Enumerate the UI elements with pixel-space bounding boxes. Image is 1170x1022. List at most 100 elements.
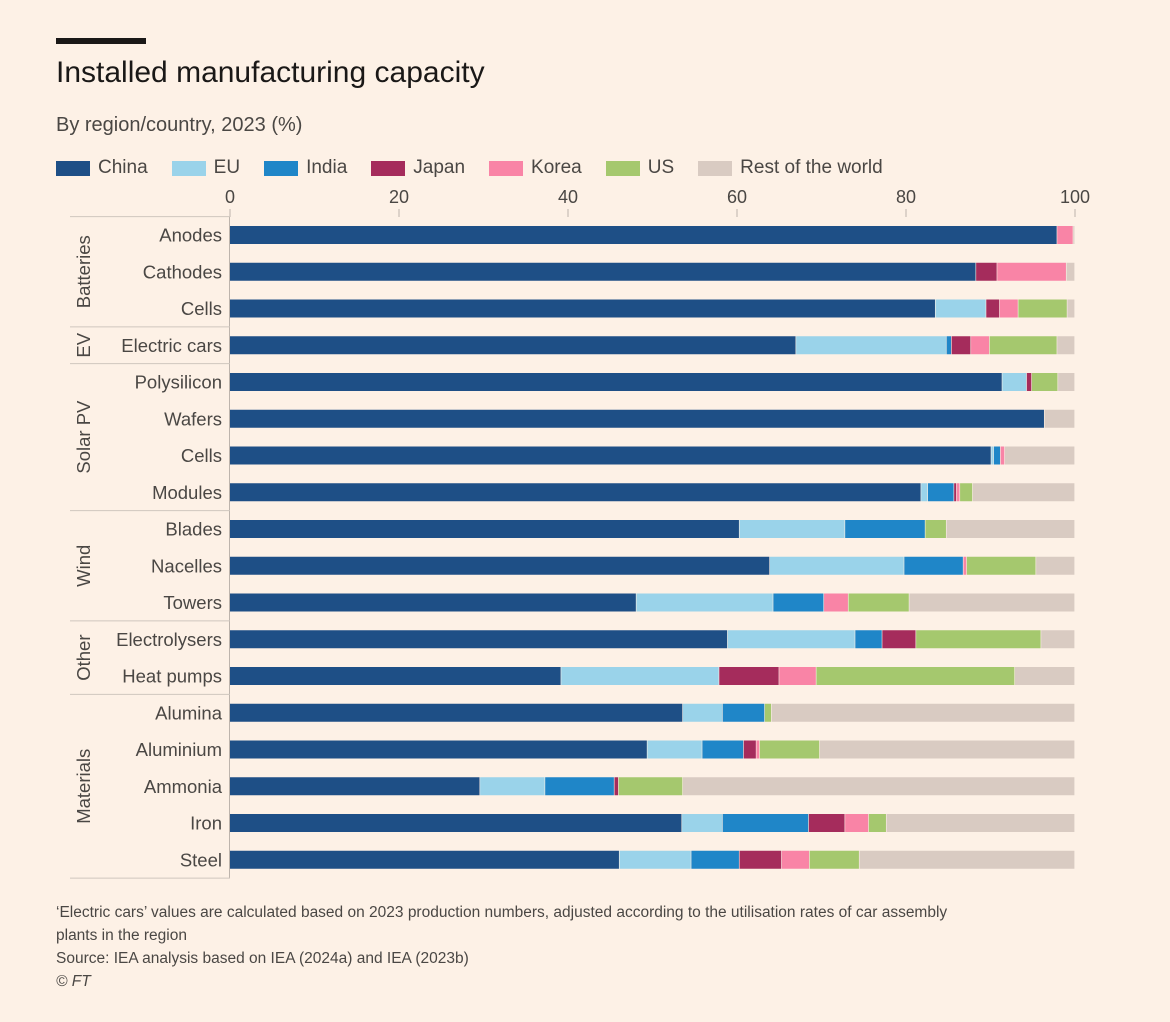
bar-segment-india-electrolysers-11 bbox=[855, 630, 882, 649]
category-label-anodes-0: Anodes bbox=[159, 225, 222, 246]
bar-segment-rest-of-the-world-iron-16 bbox=[886, 814, 1075, 832]
bar-segment-eu-aluminium-14 bbox=[647, 740, 702, 759]
bar-segment-india-blades-8 bbox=[845, 520, 925, 538]
bar-segment-eu-modules-7 bbox=[921, 483, 928, 502]
legend-label-korea: Korea bbox=[531, 157, 582, 178]
bar-segment-eu-cells-6 bbox=[991, 446, 994, 465]
x-tick-label-0: 0 bbox=[225, 187, 235, 207]
bar-segment-china-heat-pumps-12 bbox=[230, 667, 561, 685]
bar-segment-india-nacelles-9 bbox=[904, 556, 963, 575]
bar-segment-japan-ammonia-15 bbox=[614, 777, 619, 796]
bar-segment-rest-of-the-world-modules-7 bbox=[972, 483, 1075, 502]
bar-segment-eu-steel-17 bbox=[619, 850, 691, 869]
bar-segment-rest-of-the-world-alumina-13 bbox=[771, 703, 1075, 722]
category-label-modules-7: Modules bbox=[152, 482, 222, 503]
category-label-iron-16: Iron bbox=[190, 813, 222, 834]
category-label-blades-8: Blades bbox=[165, 519, 222, 540]
bar-segment-rest-of-the-world-steel-17 bbox=[859, 850, 1075, 869]
bar-segment-rest-of-the-world-cells-2 bbox=[1067, 299, 1075, 318]
x-tick-label-100: 100 bbox=[1060, 187, 1090, 207]
bar-segment-japan-electrolysers-11 bbox=[882, 630, 916, 649]
bar-segment-us-towers-10 bbox=[848, 593, 909, 612]
group-label-solar-pv: Solar PV bbox=[73, 400, 94, 474]
bar-segment-china-steel-17 bbox=[230, 850, 619, 869]
bar-segment-us-electrolysers-11 bbox=[916, 630, 1041, 649]
legend-label-india: India bbox=[306, 157, 348, 178]
legend-item-china: China bbox=[56, 157, 148, 179]
bar-segment-japan-modules-7 bbox=[954, 483, 957, 502]
legend-label-rest-of-world: Rest of the world bbox=[740, 157, 883, 178]
bar-segment-eu-ammonia-15 bbox=[480, 777, 545, 796]
bar-segment-india-ammonia-15 bbox=[545, 777, 614, 796]
bar-segment-korea-cells-2 bbox=[999, 299, 1018, 318]
bar-segment-eu-iron-16 bbox=[682, 814, 723, 832]
legend-swatch-china bbox=[56, 160, 90, 176]
bar-segment-japan-electric-cars-3 bbox=[951, 336, 971, 355]
bar-segment-rest-of-the-world-polysilicon-4 bbox=[1058, 373, 1075, 391]
bar-segment-korea-electric-cars-3 bbox=[971, 336, 990, 355]
bar-segment-us-aluminium-14 bbox=[759, 740, 820, 759]
bar-segment-china-wafers-5 bbox=[230, 409, 1044, 428]
category-label-cathodes-1: Cathodes bbox=[143, 261, 222, 282]
title-rule bbox=[56, 38, 146, 44]
bar-segment-rest-of-the-world-heat-pumps-12 bbox=[1015, 667, 1075, 685]
bar-segment-rest-of-the-world-cathodes-1 bbox=[1066, 262, 1075, 281]
legend-swatch-japan bbox=[371, 160, 406, 176]
bar-segment-india-iron-16 bbox=[722, 814, 809, 832]
bar-segment-china-electrolysers-11 bbox=[230, 630, 728, 649]
bar-segment-china-cells-2 bbox=[230, 299, 935, 318]
bar-segment-rest-of-the-world-wafers-5 bbox=[1044, 409, 1075, 428]
bar-segment-japan-aluminium-14 bbox=[743, 740, 756, 759]
legend-swatch-eu bbox=[171, 160, 206, 176]
bar-segment-china-anodes-0 bbox=[230, 226, 1057, 244]
legend-item-india: India bbox=[264, 157, 347, 179]
category-label-cells-2: Cells bbox=[181, 298, 222, 319]
bar-segment-china-modules-7 bbox=[230, 483, 921, 502]
bar-segment-us-polysilicon-4 bbox=[1031, 373, 1058, 391]
bar-segment-china-towers-10 bbox=[230, 593, 636, 612]
chart-title: Installed manufacturing capacity bbox=[56, 56, 485, 89]
bar-segment-korea-cells-6 bbox=[1000, 446, 1005, 465]
category-label-alumina-13: Alumina bbox=[155, 702, 223, 723]
bar-segment-korea-nacelles-9 bbox=[963, 556, 967, 575]
bar-segment-korea-steel-17 bbox=[781, 850, 810, 869]
bar-segment-india-alumina-13 bbox=[722, 703, 765, 722]
bar-segment-rest-of-the-world-ammonia-15 bbox=[682, 777, 1075, 796]
category-label-ammonia-15: Ammonia bbox=[144, 776, 223, 797]
bar-segment-korea-anodes-0 bbox=[1057, 226, 1073, 244]
chart-legend: China EU India Japan Korea US Rest of th… bbox=[56, 155, 907, 181]
bar-segment-us-ammonia-15 bbox=[618, 777, 683, 796]
group-label-ev: EV bbox=[73, 332, 94, 357]
bar-segment-korea-iron-16 bbox=[845, 814, 869, 832]
category-label-cells-6: Cells bbox=[181, 445, 222, 466]
category-label-steel-17: Steel bbox=[180, 849, 222, 870]
bar-segment-rest-of-the-world-towers-10 bbox=[909, 593, 1075, 612]
x-tick-label-60: 60 bbox=[727, 187, 747, 207]
x-tick-label-80: 80 bbox=[896, 187, 916, 207]
legend-label-us: US bbox=[647, 157, 675, 178]
bar-segment-eu-electric-cars-3 bbox=[796, 336, 946, 355]
legend-swatch-us bbox=[605, 160, 640, 176]
bar-segment-china-cathodes-1 bbox=[230, 262, 976, 281]
legend-item-japan: Japan bbox=[371, 157, 465, 179]
group-label-wind: Wind bbox=[73, 545, 94, 587]
legend-swatch-india bbox=[264, 160, 299, 176]
group-label-materials: Materials bbox=[73, 749, 94, 824]
category-label-electrolysers-11: Electrolysers bbox=[116, 629, 222, 650]
legend-label-china: China bbox=[98, 157, 148, 178]
category-label-nacelles-9: Nacelles bbox=[151, 555, 222, 576]
footnote-line-2: plants in the region bbox=[56, 927, 187, 944]
bar-segment-eu-cells-2 bbox=[935, 299, 986, 318]
legend-label-eu: EU bbox=[213, 157, 241, 178]
legend-label-japan: Japan bbox=[413, 157, 466, 178]
bar-segment-rest-of-the-world-blades-8 bbox=[946, 520, 1075, 538]
bar-segment-korea-towers-10 bbox=[824, 593, 848, 612]
bar-segment-eu-blades-8 bbox=[739, 520, 845, 538]
category-label-heat-pumps-12: Heat pumps bbox=[122, 666, 222, 687]
chart-footer: ‘Electric cars’ values are calculated ba… bbox=[56, 901, 947, 993]
bar-segment-us-blades-8 bbox=[925, 520, 946, 538]
legend-swatch-rest-of-world bbox=[698, 160, 733, 176]
bar-segment-korea-modules-7 bbox=[956, 483, 960, 502]
bar-segment-japan-iron-16 bbox=[808, 814, 845, 832]
bar-segment-us-iron-16 bbox=[868, 814, 886, 832]
